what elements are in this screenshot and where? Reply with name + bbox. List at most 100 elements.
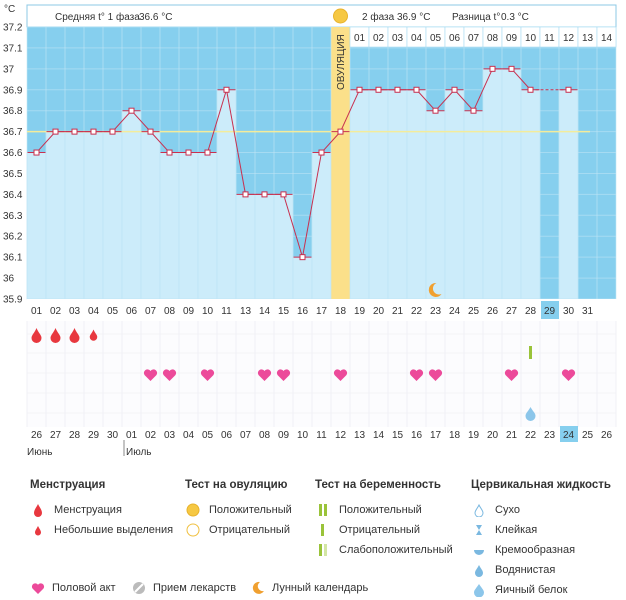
calendar-date-label: 11 [316, 430, 327, 441]
menstruation-drop [31, 328, 42, 343]
calendar-date-label: 22 [525, 430, 537, 441]
temp-bar [254, 194, 275, 300]
calendar-date-label: 12 [335, 430, 347, 441]
day-axis-label: 09 [183, 306, 195, 317]
intercourse-heart [143, 369, 158, 381]
intercourse-heart [561, 369, 576, 381]
phase2-day-label: 02 [373, 33, 385, 44]
day-axis-label: 01 [31, 306, 43, 317]
temp-point [375, 86, 382, 93]
month-label-july: Июль [126, 447, 152, 458]
day-axis-label: 02 [50, 306, 62, 317]
creamy-icon [471, 543, 487, 557]
phase2-day-label: 04 [411, 33, 423, 44]
menstruation-drop [50, 328, 61, 343]
temp-point [71, 128, 78, 135]
intercourse-heart [257, 369, 272, 381]
y-tick-label: 36.3 [3, 211, 23, 222]
calendar-date-label: 01 [126, 430, 138, 441]
temp-line-segment [36, 131, 56, 153]
temp-bar [102, 131, 123, 300]
calendar-date-label: 30 [107, 430, 119, 441]
y-tick-label: 37 [3, 64, 15, 75]
calendar-date-label: 26 [31, 430, 43, 441]
calendar-date-label: 19 [468, 430, 480, 441]
legend-intercourse: Половой акт [30, 581, 116, 595]
month-label-june: Июнь [27, 447, 52, 458]
day-axis-label: 24 [449, 306, 461, 317]
temp-bar [26, 152, 47, 300]
temp-point [109, 128, 116, 135]
temp-point [508, 65, 515, 72]
legend-pregnancy-faint: Слабоположительный [339, 544, 453, 556]
day-axis-label: 30 [563, 306, 575, 317]
y-tick-label: 36.2 [3, 232, 23, 243]
temp-point [223, 86, 230, 93]
day-axis-label: 23 [430, 306, 442, 317]
legend-cervical: Цервикальная жидкость Сухо Клейкая Кремо… [471, 479, 611, 600]
cervical-eggwhite-drop [525, 407, 536, 422]
legend-pregnancy-negative: Отрицательный [339, 524, 420, 536]
day-axis-label: 15 [278, 306, 290, 317]
temp-bar [292, 256, 313, 300]
y-tick-label: 35.9 [3, 295, 23, 306]
day-axis-label: 11 [221, 306, 232, 317]
pregnancy-test-marker [529, 346, 532, 359]
temp-bar [482, 68, 503, 300]
y-tick-label: 36.9 [3, 85, 23, 96]
events-panel [27, 321, 616, 427]
calendar-date-label: 14 [373, 430, 385, 441]
day-axis-label: 03 [69, 306, 81, 317]
temp-diff-label: Разница t° [452, 12, 500, 23]
calendar-date-label: 23 [544, 430, 556, 441]
day-axis-label: 05 [107, 306, 119, 317]
legend-ovulation-negative: Отрицательный [209, 524, 290, 536]
day-axis-label: 18 [335, 306, 347, 317]
temp-point [489, 65, 496, 72]
legend-cervical-eggwhite: Яичный белок [495, 584, 568, 596]
circle-empty-icon [185, 523, 201, 537]
legend-cervical-dry: Сухо [495, 504, 520, 516]
calendar-date-label: 27 [50, 430, 62, 441]
legend-ovulation-positive: Положительный [209, 504, 292, 516]
legend-ovulation-title: Тест на овуляцию [185, 479, 288, 491]
intercourse-heart [333, 369, 348, 381]
legend-ovulation-test: Тест на овуляцию Положительный Отрицател… [185, 479, 292, 540]
intercourse-heart [200, 369, 215, 381]
temp-bar [83, 131, 104, 300]
temp-point [470, 107, 477, 114]
phase2-avg-label: 2 фаза [362, 11, 395, 23]
temp-point [299, 254, 306, 261]
temp-point [33, 149, 40, 156]
day-axis-row [27, 299, 616, 321]
pill-icon [131, 581, 147, 595]
intercourse-heart [162, 369, 177, 381]
intercourse-heart [276, 369, 291, 381]
temp-bar [406, 89, 427, 300]
y-unit-label: °C [4, 4, 15, 15]
temp-bar [387, 89, 408, 300]
legend-menstruation-label: Менструация [54, 504, 122, 516]
temp-line-segment [131, 110, 151, 132]
legend-pregnancy-title: Тест на беременность [315, 479, 441, 491]
temp-bar [216, 89, 237, 300]
temp-point [90, 128, 97, 135]
phase2-day-label: 13 [582, 33, 594, 44]
temp-bar [558, 89, 579, 300]
temp-point [394, 86, 401, 93]
temp-point [204, 149, 211, 156]
phase2-day-label: 11 [544, 33, 555, 44]
day-axis-label: 27 [506, 306, 518, 317]
temp-diff-value: 0.3 °C [501, 12, 529, 23]
calendar-date-label: 07 [240, 430, 252, 441]
egg-white-drop-icon [471, 583, 487, 597]
moon-icon [428, 282, 442, 297]
temp-line-segment [112, 110, 132, 132]
phase2-day-label: 05 [430, 33, 442, 44]
calendar-date-label: 13 [354, 430, 366, 441]
temp-line-segment [321, 131, 341, 153]
day-axis-label: 06 [126, 306, 138, 317]
temp-bar [349, 89, 370, 300]
temp-line-segment [454, 89, 474, 112]
phase2-day-label: 07 [468, 33, 480, 44]
